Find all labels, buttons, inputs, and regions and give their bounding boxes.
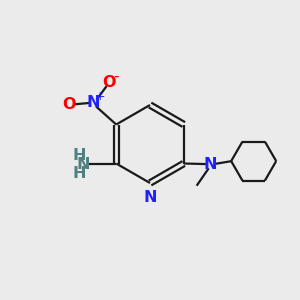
Text: O: O [103, 75, 116, 90]
Text: +: + [95, 90, 106, 103]
Text: N: N [203, 157, 217, 172]
Text: N: N [87, 95, 101, 110]
Text: N: N [77, 157, 90, 172]
Text: O: O [62, 97, 76, 112]
Text: H: H [73, 148, 86, 163]
Text: H: H [73, 166, 86, 181]
Text: -: - [113, 69, 119, 84]
Text: N: N [143, 190, 157, 205]
